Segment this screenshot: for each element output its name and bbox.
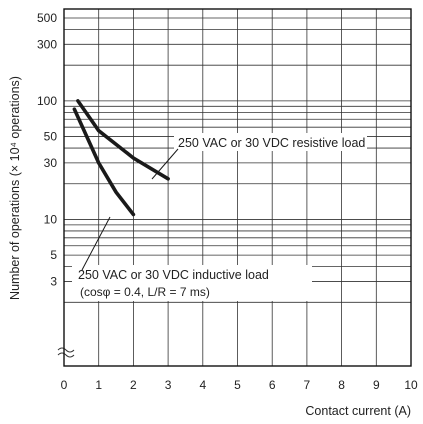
axis-break-mark — [57, 352, 75, 358]
y-tick-label: 5 — [50, 248, 57, 262]
plot-frame — [63, 8, 412, 367]
x-tick-label: 3 — [165, 378, 172, 392]
x-tick-label: 8 — [338, 378, 345, 392]
y-tick-label: 500 — [37, 11, 57, 25]
inductive-load-label: 250 VAC or 30 VDC inductive load — [78, 268, 269, 282]
grid-lines — [57, 9, 411, 366]
y-tick-label: 30 — [44, 156, 58, 170]
data-curves — [72, 99, 170, 217]
x-tick-label: 10 — [404, 378, 418, 392]
inductive-load-conditions: (cosφ = 0.4, L/R = 7 ms) — [80, 285, 210, 299]
tick-labels: 0 1 2 3 4 5 6 7 8 9 10 500 300 100 50 30 10 5 3 — [37, 11, 418, 392]
x-tick-label: 6 — [269, 378, 276, 392]
resistive-leader-line — [151, 148, 179, 180]
x-tick-label: 0 — [61, 378, 68, 392]
y-tick-label: 10 — [44, 212, 58, 226]
x-tick-label: 4 — [199, 378, 206, 392]
x-tick-label: 1 — [95, 378, 102, 392]
y-tick-label: 100 — [37, 94, 57, 108]
x-axis-title: Contact current (A) — [305, 404, 411, 418]
y-tick-label: 3 — [50, 274, 57, 288]
x-tick-label: 2 — [130, 378, 137, 392]
y-tick-label: 50 — [44, 130, 58, 144]
x-tick-label: 9 — [373, 378, 380, 392]
x-tick-label: 5 — [234, 378, 241, 392]
inductive-label-background — [72, 265, 312, 301]
annotations: 250 VAC or 30 VDC resistive load 250 VAC … — [72, 133, 367, 301]
y-axis-title: Number of operations (× 10⁴ operations) — [8, 76, 22, 300]
resistive-label-background — [174, 133, 367, 151]
inductive-load-curve — [72, 107, 136, 217]
inductive-leader-line — [81, 216, 111, 271]
y-tick-label: 300 — [37, 37, 57, 51]
resistive-load-label: 250 VAC or 30 VDC resistive load — [178, 136, 365, 150]
axis-break-mark — [57, 347, 75, 353]
x-tick-label: 7 — [304, 378, 311, 392]
resistive-load-curve — [76, 99, 170, 181]
